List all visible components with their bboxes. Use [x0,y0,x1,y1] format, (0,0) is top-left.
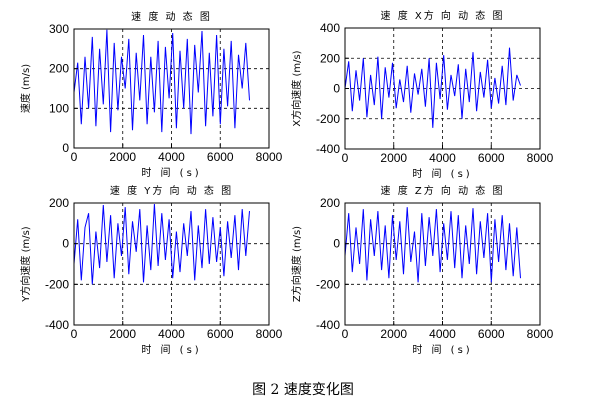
chart-2-y-tick-label: 200 [320,51,340,65]
chart-2-y-tick-label: -200 [316,112,340,126]
chart-4-series-line [344,207,521,283]
chart-1-y-tick-label: 300 [49,22,69,36]
chart-2-y-axis-label: X方向速度 (m/s) [290,50,303,126]
chart-4-x-tick-label: 4000 [429,327,456,341]
chart-4-x-tick-label: 8000 [527,327,554,341]
chart-2-y-tick-label: -400 [316,142,340,156]
chart-4-x-tick-label: 2000 [380,327,407,341]
chart-3-y-tick-label: 0 [62,237,69,251]
chart-2-x-tick-label: 2000 [380,151,407,165]
chart-1-y-axis-label: 速度 (m/s) [19,64,32,113]
chart-3-y-axis-label: Y方向速度 (m/s) [19,226,32,303]
chart-3-x-tick-label: 8000 [256,327,283,341]
chart-1-title: 速 度 动 态 图 [131,10,212,23]
chart-1-x-axis-label: 时 间 (s) [141,166,201,179]
chart-4-y-tick-label: 200 [320,196,340,210]
chart-1-y-tick-label: 100 [49,101,69,115]
chart-1-x-tick-label: 6000 [207,150,234,164]
chart-2-x-tick-label: 0 [342,151,349,165]
chart-3-x-tick-label: 0 [71,327,78,341]
chart-3-y-tick-label: -200 [45,277,69,291]
chart-4-y-tick-label: -200 [316,277,340,291]
chart-3-x-tick-label: 6000 [207,327,234,341]
chart-4-x-tick-label: 0 [342,327,349,341]
figure-caption: 图 2 速度变化图 [252,382,354,398]
chart-3-title: 速 度 Y方 向 动 态 图 [110,184,233,197]
chart-3-x-tick-label: 2000 [109,327,136,341]
chart-2-title: 速 度 X方 向 动 态 图 [381,9,505,22]
chart-2-y-tick-label: 400 [320,21,340,35]
chart-4-y-tick-label: 0 [333,237,340,251]
chart-4-x-axis-label: 时 间 (s) [412,343,472,356]
chart-4-y-tick-label: -400 [316,318,340,332]
chart-2-series-line [344,47,521,128]
chart-1-y-tick-label: 0 [62,141,69,155]
chart-4-title: 速 度 Z方 向 动 态 图 [381,184,505,197]
chart-1-x-tick-label: 8000 [256,150,283,164]
chart-2-x-tick-label: 4000 [429,151,456,165]
chart-2-x-axis-label: 时 间 (s) [412,167,472,180]
chart-4-x-tick-label: 6000 [478,327,505,341]
chart-2-x-tick-label: 8000 [527,151,554,165]
chart-1-x-tick-label: 4000 [158,150,185,164]
chart-1-x-tick-label: 0 [71,150,78,164]
chart-2-y-tick-label: 0 [333,82,340,96]
chart-3-y-tick-label: 200 [49,196,69,210]
chart-3-series-line [73,203,250,285]
chart-3-y-tick-label: -400 [45,318,69,332]
chart-3-x-axis-label: 时 间 (s) [141,343,201,356]
chart-1-x-tick-label: 2000 [109,150,136,164]
chart-3-x-tick-label: 4000 [158,327,185,341]
chart-4-y-axis-label: Z方向速度 (m/s) [290,226,303,302]
chart-2-x-tick-label: 6000 [478,151,505,165]
chart-1-y-tick-label: 200 [49,62,69,76]
chart-1-series-line [73,29,250,135]
